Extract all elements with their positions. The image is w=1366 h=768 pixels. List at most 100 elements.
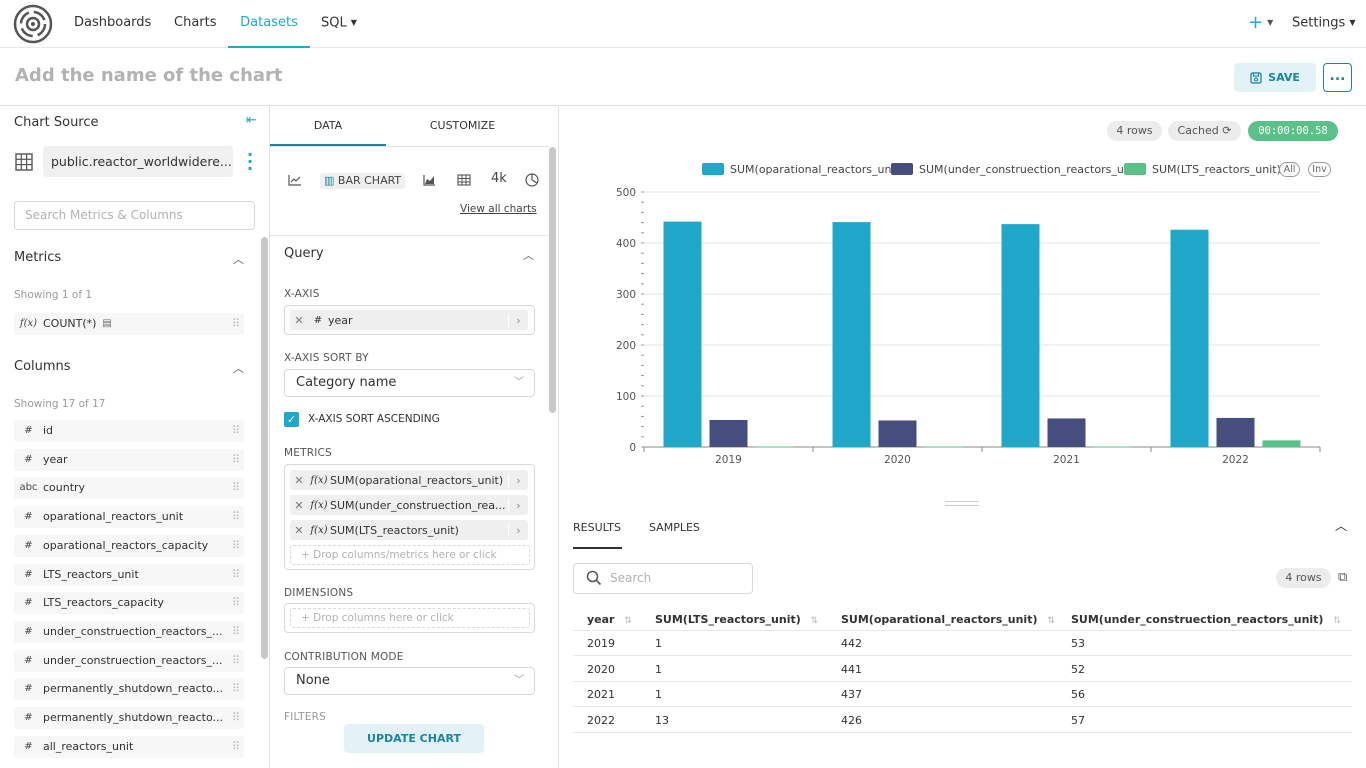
chevron-up-icon[interactable]: ︿: [523, 249, 534, 262]
metrics-drop-zone[interactable]: + Drop columns/metrics here or click: [290, 545, 530, 565]
metric-pill[interactable]: ✕ f(x) SUM(oparational_reactors_unit) ›: [290, 470, 528, 490]
chevron-down-icon: ▼: [350, 18, 357, 27]
column-item[interactable]: # year ⠿: [14, 448, 244, 471]
column-item[interactable]: abc country ⠿: [14, 477, 244, 500]
contribution-mode-select[interactable]: None ﹀: [284, 667, 535, 695]
table-header[interactable]: year ⇅: [587, 613, 632, 626]
column-item[interactable]: # oparational_reactors_capacity ⠿: [14, 534, 244, 557]
top-navbar: Dashboards Charts Datasets SQL ▼ + ▼ Setti…: [0, 0, 1366, 48]
metric-item[interactable]: f(x) COUNT(*) ▤ ⠿: [14, 313, 244, 335]
nav-datasets[interactable]: Datasets: [228, 0, 310, 48]
chart-title-input[interactable]: Add the name of the chart: [15, 65, 283, 86]
update-chart-button[interactable]: UPDATE CHART: [344, 724, 484, 753]
copy-icon[interactable]: ⧉: [1338, 570, 1348, 585]
dataset-selector[interactable]: public.reactor_worldwidere...: [43, 146, 233, 177]
dimensions-drop-zone[interactable]: + Drop columns here or click: [290, 608, 530, 628]
legend-item[interactable]: SUM(oparational_reactors_unit): [702, 162, 903, 176]
drag-handle-icon[interactable]: ⠿: [231, 481, 241, 495]
drag-handle-icon[interactable]: ⠿: [231, 739, 241, 753]
x-axis-pill[interactable]: ✕ # year ›: [290, 310, 528, 330]
resize-handle[interactable]: [945, 501, 979, 506]
chevron-right-icon[interactable]: ›: [508, 313, 528, 327]
legend-item[interactable]: SUM(LTS_reactors_unit): [1124, 162, 1281, 176]
row-count-badge: 4 rows: [1107, 121, 1162, 141]
settings-label: Settings: [1292, 15, 1346, 31]
nav-charts[interactable]: Charts: [174, 15, 217, 30]
table-header[interactable]: SUM(oparational_reactors_unit) ⇅: [841, 613, 1055, 626]
chevron-up-icon[interactable]: ︿: [233, 362, 244, 375]
chart-header: Add the name of the chart SAVE ...: [0, 48, 1366, 106]
drag-handle-icon[interactable]: ⠿: [231, 424, 241, 437]
remove-icon[interactable]: ✕: [294, 498, 304, 512]
bar: [1262, 440, 1301, 447]
column-type-icon: #: [24, 539, 33, 551]
drag-handle-icon[interactable]: ⠿: [231, 317, 241, 330]
table-cell: 1: [655, 688, 662, 702]
dataset-panel: Chart Source ⇤ public.reactor_worldwider…: [0, 107, 270, 768]
save-button[interactable]: SAVE: [1234, 63, 1316, 92]
drag-handle-icon[interactable]: ⠿: [231, 538, 241, 552]
tab-data[interactable]: DATA: [270, 107, 386, 146]
metric-pill[interactable]: ✕ f(x) SUM(under_construection_rea... ›: [290, 495, 528, 515]
drag-handle-icon[interactable]: ⠿: [231, 567, 241, 581]
drag-handle-icon[interactable]: ⠿: [231, 624, 241, 638]
tab-samples[interactable]: SAMPLES: [649, 521, 700, 534]
chevron-up-icon[interactable]: ︿: [233, 253, 244, 266]
chevron-right-icon[interactable]: ›: [508, 498, 528, 512]
app-logo[interactable]: [13, 4, 53, 44]
column-item[interactable]: # permanently_shutdown_reacto... ⠿: [14, 707, 244, 729]
table-viz-icon[interactable]: [457, 174, 471, 186]
nav-sql[interactable]: SQL ▼: [321, 0, 357, 48]
drag-handle-icon[interactable]: ⠿: [231, 452, 241, 466]
legend-item[interactable]: SUM(under_construection_reactors_unit): [891, 162, 1142, 176]
cached-badge[interactable]: Cached ⟳: [1168, 121, 1241, 141]
drag-handle-icon[interactable]: ⠿: [231, 653, 241, 667]
big-number-viz-button[interactable]: 4k: [491, 171, 507, 186]
collapse-panel-icon[interactable]: ⇤: [246, 113, 257, 128]
column-item[interactable]: # LTS_reactors_unit ⠿: [14, 563, 244, 586]
remove-icon[interactable]: ✕: [294, 313, 304, 327]
tab-results[interactable]: RESULTS: [573, 521, 622, 549]
x-axis-sort-select[interactable]: Category name ﹀: [284, 369, 535, 397]
pie-chart-icon[interactable]: [525, 173, 539, 187]
drag-handle-icon[interactable]: ⠿: [231, 682, 241, 696]
results-search-input[interactable]: Search: [573, 563, 753, 594]
legend-invert-button[interactable]: Inv: [1308, 162, 1331, 177]
column-type-icon: #: [24, 740, 33, 752]
column-item[interactable]: # all_reactors_unit ⠿: [14, 735, 244, 758]
column-item[interactable]: # under_construection_reactors_... ⠿: [14, 649, 244, 672]
y-tick-label: 400: [616, 238, 636, 250]
left-panel-scrollbar[interactable]: [261, 237, 268, 659]
drag-handle-icon[interactable]: ⠿: [231, 596, 241, 610]
nav-dashboards[interactable]: Dashboards: [74, 15, 152, 30]
line-chart-icon[interactable]: [288, 174, 302, 186]
x-axis-sort-ascending-checkbox[interactable]: ✓: [284, 412, 299, 427]
drag-handle-icon[interactable]: ⠿: [231, 510, 241, 524]
bar: [1001, 224, 1040, 447]
remove-icon[interactable]: ✕: [294, 523, 304, 537]
table-header[interactable]: SUM(LTS_reactors_unit) ⇅: [655, 613, 818, 626]
drag-handle-icon[interactable]: ⠿: [231, 711, 241, 724]
tab-customize[interactable]: CUSTOMIZE: [429, 119, 496, 132]
area-chart-icon[interactable]: [423, 174, 436, 186]
column-item[interactable]: # permanently_shutdown_reacto... ⠿: [14, 678, 244, 701]
collapse-results-icon[interactable]: ︿: [1335, 519, 1348, 533]
column-item[interactable]: # id ⠿: [14, 420, 244, 442]
column-item[interactable]: # LTS_reactors_capacity ⠿: [14, 592, 244, 615]
config-panel-scrollbar[interactable]: [549, 147, 556, 413]
more-options-button[interactable]: ...: [1323, 63, 1352, 92]
add-new-menu[interactable]: + ▼: [1248, 0, 1273, 48]
remove-icon[interactable]: ✕: [294, 473, 304, 487]
metric-pill[interactable]: ✕ f(x) SUM(LTS_reactors_unit) ›: [290, 520, 528, 540]
chevron-right-icon[interactable]: ›: [508, 523, 528, 537]
settings-menu[interactable]: Settings ▼: [1292, 0, 1355, 48]
metrics-columns-search-input[interactable]: Search Metrics & Columns: [14, 201, 255, 230]
column-item[interactable]: # under_construection_reactors_... ⠿: [14, 620, 244, 643]
view-all-charts-link[interactable]: View all charts: [460, 203, 537, 215]
bar-chart-viz-button[interactable]: ▥ BAR CHART: [320, 173, 406, 189]
chevron-right-icon[interactable]: ›: [508, 473, 528, 487]
table-header[interactable]: SUM(under_construection_reactors_unit) ⇅: [1071, 613, 1341, 626]
column-item[interactable]: # oparational_reactors_unit ⠿: [14, 506, 244, 529]
dataset-menu-icon[interactable]: · · ·: [247, 145, 254, 178]
legend-select-all-button[interactable]: All: [1279, 162, 1300, 177]
